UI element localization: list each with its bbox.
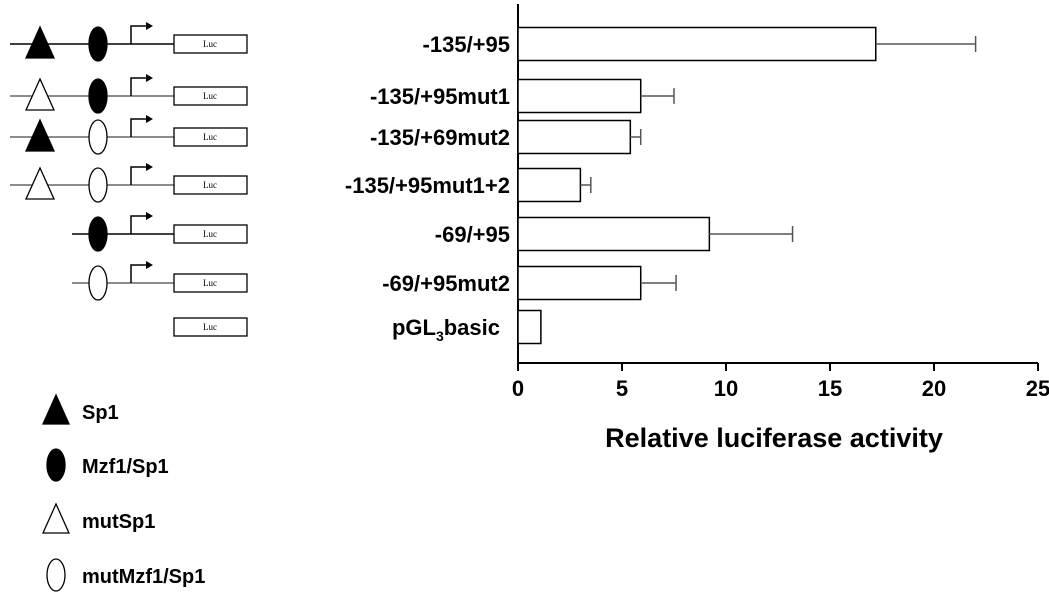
construct-label-3: -135/+95mut1+2 — [345, 173, 510, 198]
legend-item-2: mutSp1 — [41, 502, 155, 534]
bar-2 — [517, 119, 632, 155]
sp1-site-icon — [24, 118, 56, 152]
legend-label-0: Sp1 — [82, 402, 119, 424]
tss-arrow — [130, 215, 147, 234]
legend-item-1: Mzf1/Sp1 — [46, 448, 169, 482]
construct-label-6: pGL3basic — [392, 315, 500, 344]
mut-mzf1-site-icon — [88, 265, 108, 301]
tss-arrow-head — [146, 163, 153, 171]
luc-box — [173, 317, 248, 337]
bar-5 — [517, 265, 642, 301]
x-tick-label-15: 15 — [818, 376, 842, 401]
construct-3: Luc — [10, 163, 248, 203]
luc-box — [173, 127, 248, 147]
x-tick-label-5: 5 — [616, 376, 628, 401]
x-tick-label-10: 10 — [714, 376, 738, 401]
symbol-legend: Sp1 Mzf1/Sp1 mutSp1 mutMzf1/Sp1 — [41, 393, 205, 592]
construct-6: Luc — [173, 317, 248, 337]
mzf1-site-icon — [88, 26, 108, 62]
legend-symbol-open-triangle-icon — [41, 502, 71, 534]
luc-box — [173, 224, 248, 244]
luc-label: Luc — [203, 39, 217, 49]
bar-0 — [517, 26, 877, 62]
tss-arrow — [130, 118, 147, 137]
legend-label-1: Mzf1/Sp1 — [82, 456, 169, 478]
label-main: pGL — [392, 315, 436, 340]
mut-sp1-site-icon — [24, 166, 56, 200]
luc-box — [173, 273, 248, 293]
sp1-site-icon — [24, 25, 56, 59]
luc-box — [173, 175, 248, 195]
tss-arrow-head — [146, 22, 153, 30]
bar-6 — [517, 309, 542, 345]
legend-label-2: mutSp1 — [82, 511, 155, 533]
mut-sp1-site-icon — [24, 77, 56, 111]
construct-label-0: -135/+95 — [423, 32, 510, 57]
luc-box — [173, 34, 248, 54]
bar-plot: 0 5 10 15 20 25 Relative luciferase activity — [512, 4, 1049, 453]
luc-label: Luc — [203, 322, 217, 332]
legend-symbol-open-ellipse-icon — [46, 558, 66, 592]
mut-mzf1-site-icon — [88, 167, 108, 203]
construct-0: Luc — [10, 22, 248, 62]
tss-arrow-head — [146, 74, 153, 82]
construct-2: Luc — [10, 115, 248, 155]
tss-arrow — [130, 25, 147, 44]
x-tick-label-0: 0 — [512, 376, 524, 401]
bar-1 — [517, 78, 642, 114]
legend-item-3: mutMzf1/Sp1 — [46, 558, 205, 592]
construct-label-1: -135/+95mut1 — [370, 84, 510, 109]
luc-label: Luc — [203, 229, 217, 239]
legend-symbol-filled-ellipse-icon — [46, 448, 66, 482]
x-tick-label-25: 25 — [1026, 376, 1049, 401]
x-axis-label: Relative luciferase activity — [605, 423, 943, 453]
construct-label-5: -69/+95mut2 — [382, 271, 510, 296]
construct-labels: -135/+95 -135/+95mut1 -135/+69mut2 -135/+95… — [345, 32, 510, 344]
mut-mzf1-site-icon — [88, 119, 108, 155]
construct-label-2: -135/+69mut2 — [370, 125, 510, 150]
tss-arrow-head — [146, 115, 153, 123]
construct-label-4: -69/+95 — [435, 222, 510, 247]
bar-3 — [517, 167, 582, 203]
luc-label: Luc — [203, 91, 217, 101]
luc-label: Luc — [203, 278, 217, 288]
tss-arrow-head — [146, 212, 153, 220]
x-tick-label-20: 20 — [922, 376, 946, 401]
construct-5: Luc — [72, 261, 248, 301]
label-rest: basic — [444, 315, 500, 340]
tss-arrow — [130, 77, 147, 96]
tss-arrow-head — [146, 261, 153, 269]
luc-label: Luc — [203, 180, 217, 190]
legend-label-3: mutMzf1/Sp1 — [82, 566, 205, 588]
construct-1: Luc — [10, 74, 248, 114]
luc-box — [173, 86, 248, 106]
construct-4: Luc — [72, 212, 248, 252]
promoter-constructs: Luc Luc Luc Luc Luc Luc Luc — [10, 22, 248, 337]
legend-item-0: Sp1 — [41, 393, 119, 425]
label-sub: 3 — [436, 328, 444, 344]
tss-arrow — [130, 264, 147, 283]
bar-4 — [517, 216, 711, 252]
tss-arrow — [130, 166, 147, 185]
mzf1-site-icon — [88, 78, 108, 114]
legend-symbol-filled-triangle-icon — [41, 393, 71, 425]
luc-label: Luc — [203, 132, 217, 142]
mzf1-site-icon — [88, 216, 108, 252]
